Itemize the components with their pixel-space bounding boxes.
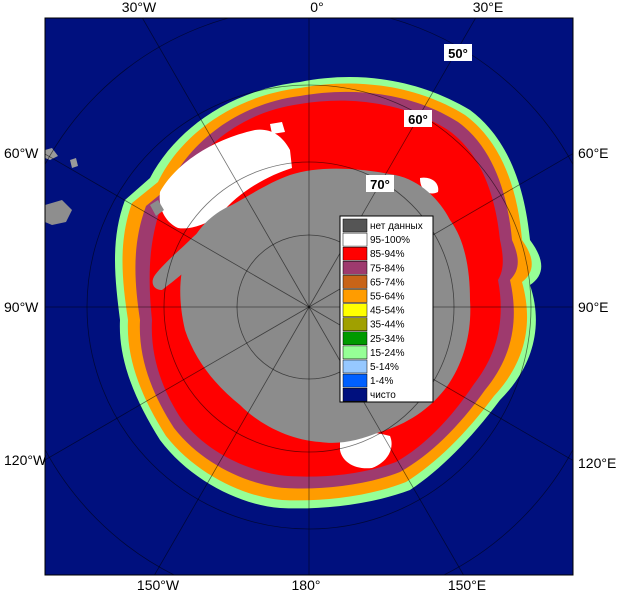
lon-label-30e: 30°E	[473, 0, 504, 15]
lat-label-70: 70°	[370, 177, 390, 192]
legend-label: 35-44%	[370, 320, 405, 331]
south-america-land	[45, 148, 58, 160]
legend-swatch	[342, 387, 368, 402]
legend-label: 25-34%	[370, 334, 405, 345]
lon-label-180: 180°	[292, 577, 321, 593]
legend-label: 95-100%	[370, 235, 410, 246]
legend-label: нет данных	[370, 221, 423, 232]
legend-label: 45-54%	[370, 306, 405, 317]
lon-label-150w: 150°W	[137, 577, 180, 593]
legend-swatch	[342, 246, 368, 261]
legend-label: 65-74%	[370, 277, 405, 288]
legend-label: 75-84%	[370, 263, 405, 274]
antarctic-peninsula	[152, 205, 232, 290]
lon-label-30w: 30°W	[122, 0, 157, 15]
lon-label-90w: 90°W	[4, 299, 39, 315]
south-america-land	[45, 200, 72, 225]
legend-swatch	[342, 359, 368, 374]
legend-swatch	[342, 218, 368, 233]
legend-swatch	[342, 317, 368, 331]
ice-95-100-weddell	[159, 129, 292, 229]
ice-95-100-small	[270, 122, 285, 134]
lon-label-120e: 120°E	[578, 455, 616, 471]
lon-label-60w: 60°W	[4, 145, 39, 161]
lat-label-60: 60°	[408, 112, 428, 127]
lon-label-90e: 90°E	[578, 299, 609, 315]
legend-swatch	[342, 303, 368, 317]
lon-label-120w: 120°W	[4, 452, 47, 468]
lon-label-0: 0°	[310, 0, 323, 15]
legend-swatch	[342, 373, 368, 388]
legend-label: 55-64%	[370, 292, 405, 303]
legend-swatch	[342, 331, 368, 346]
antarctic-peninsula	[150, 200, 164, 216]
legend-label: 15-24%	[370, 348, 405, 359]
legend: нет данных 95-100% 85-94% 75-84% 65-74% 55-64…	[339, 215, 434, 403]
legend-label: 1-4%	[370, 376, 393, 387]
lon-label-150e: 150°E	[448, 577, 486, 593]
map-frame	[44, 17, 574, 576]
legend-swatch	[342, 289, 368, 303]
legend-swatch	[342, 275, 368, 289]
lon-label-60e: 60°E	[578, 145, 609, 161]
legend-swatch	[342, 345, 368, 360]
lat-label-50: 50°	[448, 46, 468, 61]
legend-swatch	[342, 261, 368, 275]
legend-label: 85-94%	[370, 249, 405, 260]
legend-label: чисто	[370, 390, 396, 401]
legend-swatch	[342, 232, 368, 247]
ice-95-100-ross	[340, 432, 392, 469]
legend-label: 5-14%	[370, 362, 399, 373]
island-land	[70, 158, 78, 168]
